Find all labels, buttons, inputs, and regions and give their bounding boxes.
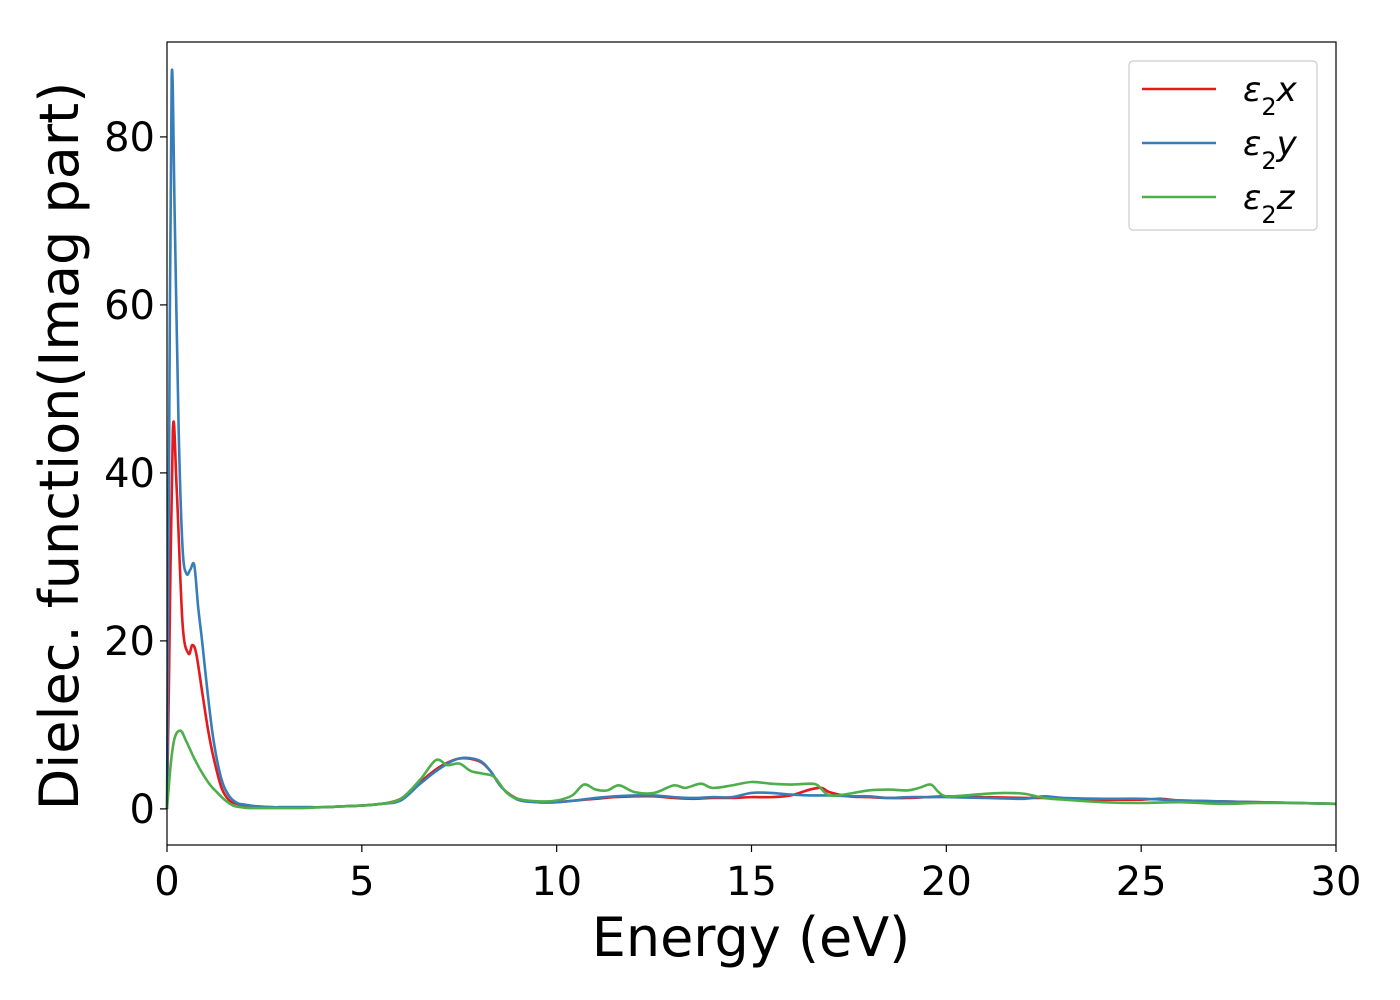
legend-label-x: ε2x xyxy=(1243,70,1298,121)
x-tick-label: 0 xyxy=(154,859,179,905)
x-tick-label: 30 xyxy=(1311,859,1362,905)
legend-label-y: ε2y xyxy=(1243,124,1298,175)
x-axis-title: Energy (eV) xyxy=(592,906,911,969)
y-tick-label: 40 xyxy=(104,451,155,497)
x-tick-label: 15 xyxy=(726,859,777,905)
x-tick-label: 5 xyxy=(349,859,374,905)
y-tick-label: 0 xyxy=(130,787,155,833)
y-tick-label: 80 xyxy=(104,115,155,161)
x-axis: 0 5 10 15 20 25 30 xyxy=(154,845,1361,905)
x-tick-label: 25 xyxy=(1116,859,1167,905)
legend-label-z: ε2z xyxy=(1243,178,1296,229)
y-tick-label: 20 xyxy=(104,619,155,665)
series-layer xyxy=(165,68,1337,810)
x-tick-label: 20 xyxy=(921,859,972,905)
legend-box xyxy=(1128,60,1318,231)
x-tick-label: 10 xyxy=(531,859,582,905)
series-line-z xyxy=(165,729,1337,810)
y-tick-label: 60 xyxy=(104,283,155,329)
y-axis-title: Dielec. function(Imag part) xyxy=(28,82,91,811)
y-axis: 0 20 40 60 80 xyxy=(104,115,167,833)
